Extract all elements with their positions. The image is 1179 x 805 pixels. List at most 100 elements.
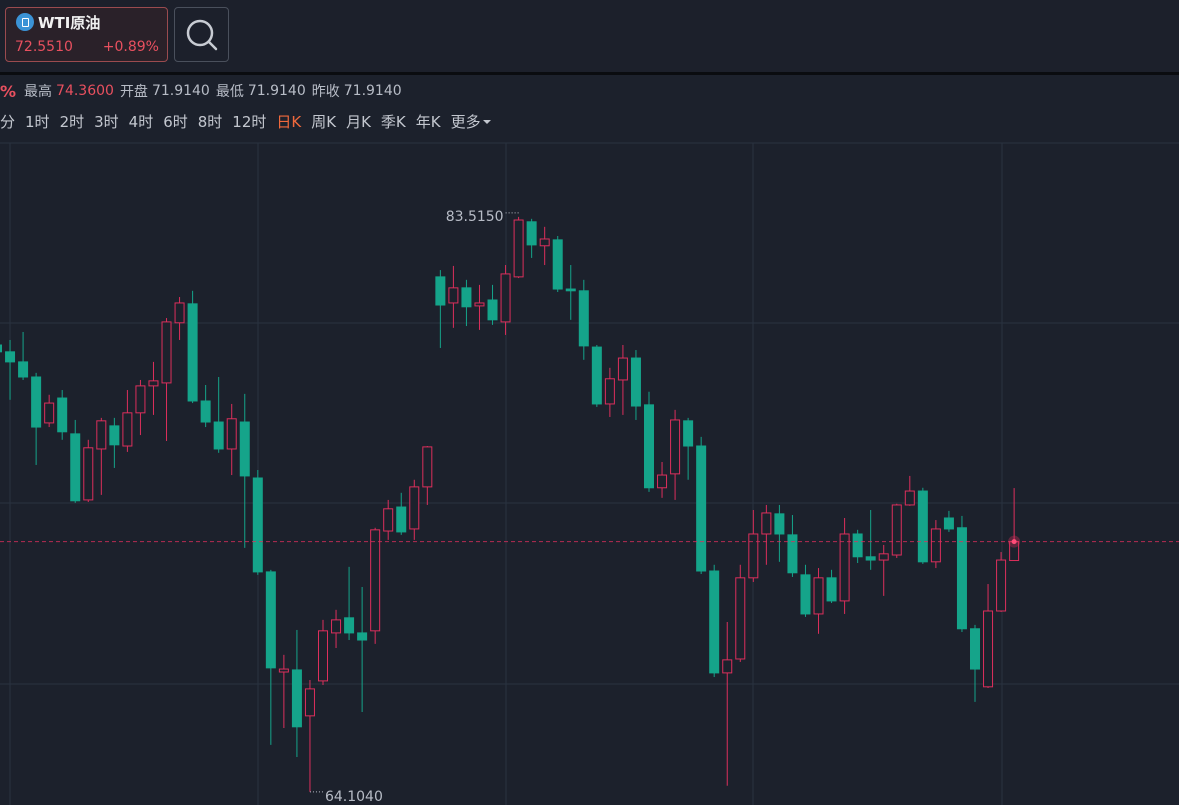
period-tab[interactable]: 2时 bbox=[59, 112, 85, 131]
candle-body bbox=[996, 559, 1007, 612]
symbol-price: 72.5510 bbox=[15, 39, 73, 55]
candle-body bbox=[500, 273, 511, 323]
candle-body bbox=[265, 571, 276, 669]
symbol-name: WTI原油 bbox=[38, 14, 101, 32]
candle-body bbox=[239, 421, 250, 477]
symbol-card[interactable]: WTI原油 72.5510 +0.89% bbox=[5, 7, 168, 62]
period-tab[interactable]: 日K bbox=[276, 112, 302, 131]
candles bbox=[0, 216, 1020, 792]
period-tab[interactable]: 分 bbox=[0, 112, 16, 131]
search-icon bbox=[186, 19, 218, 51]
period-tab[interactable]: 更多 bbox=[451, 111, 491, 132]
candle-body bbox=[513, 219, 524, 278]
candle-body bbox=[539, 238, 550, 247]
candle-body bbox=[357, 632, 368, 641]
candle-body bbox=[226, 418, 237, 450]
candle-body bbox=[135, 385, 146, 414]
candle-body bbox=[252, 477, 263, 573]
candle-body bbox=[709, 570, 720, 674]
low-label: 64.1040 bbox=[325, 789, 383, 805]
candle-body bbox=[774, 513, 785, 535]
candle-body bbox=[31, 376, 42, 428]
search-button[interactable] bbox=[174, 7, 229, 62]
info-label: 最低 bbox=[215, 84, 244, 100]
candle-body bbox=[552, 239, 563, 290]
period-tabs: 分 1时 2时 3时 4时 6时 8时 12时 日K 周K 月K 季K 年K 更多 bbox=[0, 110, 501, 132]
candle-body bbox=[983, 610, 994, 688]
candle-body bbox=[448, 287, 459, 304]
candle-body bbox=[670, 419, 681, 475]
candle-body bbox=[278, 668, 289, 673]
period-tab[interactable]: 1时 bbox=[25, 112, 50, 131]
candle-body bbox=[0, 344, 2, 353]
symbol-icon bbox=[16, 13, 34, 31]
candle-body bbox=[761, 512, 772, 535]
candle-body bbox=[383, 508, 394, 532]
candle-body bbox=[891, 504, 902, 556]
candle-body bbox=[474, 302, 485, 307]
candle-body bbox=[657, 474, 668, 489]
candle-body bbox=[187, 303, 198, 402]
info-value: 71.9140 bbox=[151, 83, 210, 99]
candle-body bbox=[409, 486, 420, 530]
candle-body bbox=[70, 433, 81, 502]
candle-body bbox=[800, 574, 811, 615]
info-value: 71.9140 bbox=[247, 83, 306, 99]
grid bbox=[0, 142, 1179, 805]
candle-body bbox=[787, 534, 798, 574]
candle-body bbox=[630, 357, 641, 407]
candle-body bbox=[735, 577, 746, 660]
candle-body bbox=[565, 288, 576, 292]
candle-body bbox=[44, 402, 55, 424]
candle-body bbox=[722, 659, 733, 674]
candle-body bbox=[291, 669, 302, 728]
candle-body bbox=[839, 533, 850, 602]
candle-body bbox=[826, 577, 837, 602]
candle-body bbox=[174, 302, 185, 324]
period-tab[interactable]: 年K bbox=[415, 112, 441, 131]
info-label: 昨收 bbox=[311, 84, 340, 100]
period-tab[interactable]: 12时 bbox=[232, 112, 267, 131]
candle-body bbox=[331, 619, 342, 634]
candle-body bbox=[904, 490, 915, 506]
candle-body bbox=[644, 404, 654, 489]
info-bar: % 最高 74.3600 开盘 71.9140 最低 71.9140 昨收 71.9140 bbox=[0, 80, 408, 102]
top-bar: WTI原油 72.5510 +0.89% bbox=[0, 0, 1179, 75]
candle-body bbox=[83, 447, 94, 501]
candle-body bbox=[943, 517, 954, 530]
candle-body bbox=[578, 290, 589, 347]
candle-body bbox=[683, 420, 694, 447]
period-tab[interactable]: 8时 bbox=[197, 112, 223, 131]
period-tab[interactable]: 4时 bbox=[128, 112, 154, 131]
candle-body bbox=[487, 299, 498, 321]
period-tab[interactable]: 月K bbox=[346, 112, 371, 131]
period-tab[interactable]: 周K bbox=[311, 112, 337, 131]
high-label: 83.5150 bbox=[446, 209, 504, 225]
candle-body bbox=[109, 425, 120, 446]
period-tab[interactable]: 3时 bbox=[94, 112, 119, 131]
candle-body bbox=[617, 357, 628, 381]
candle-body bbox=[396, 506, 407, 533]
candle-body bbox=[370, 529, 381, 632]
current-price-dot bbox=[1011, 539, 1017, 545]
candle-body bbox=[422, 446, 433, 488]
candle-body bbox=[200, 400, 211, 423]
period-tab[interactable]: 季K bbox=[380, 112, 406, 131]
candle-body bbox=[930, 528, 941, 563]
candle-body bbox=[813, 577, 824, 615]
candle-body bbox=[304, 688, 315, 717]
candle-body bbox=[956, 527, 967, 630]
candle-body bbox=[865, 556, 876, 561]
period-tab[interactable]: 6时 bbox=[163, 112, 188, 131]
symbol-change: +0.89% bbox=[102, 39, 159, 55]
candle-body bbox=[526, 221, 537, 246]
candle-body bbox=[18, 361, 29, 378]
candle-body bbox=[96, 420, 107, 450]
candle-body bbox=[852, 533, 863, 558]
candle-body bbox=[5, 351, 16, 363]
candle-body bbox=[461, 287, 472, 308]
info-label: 开盘 bbox=[119, 84, 148, 100]
candle-body bbox=[604, 378, 615, 405]
candle-body bbox=[57, 397, 68, 433]
